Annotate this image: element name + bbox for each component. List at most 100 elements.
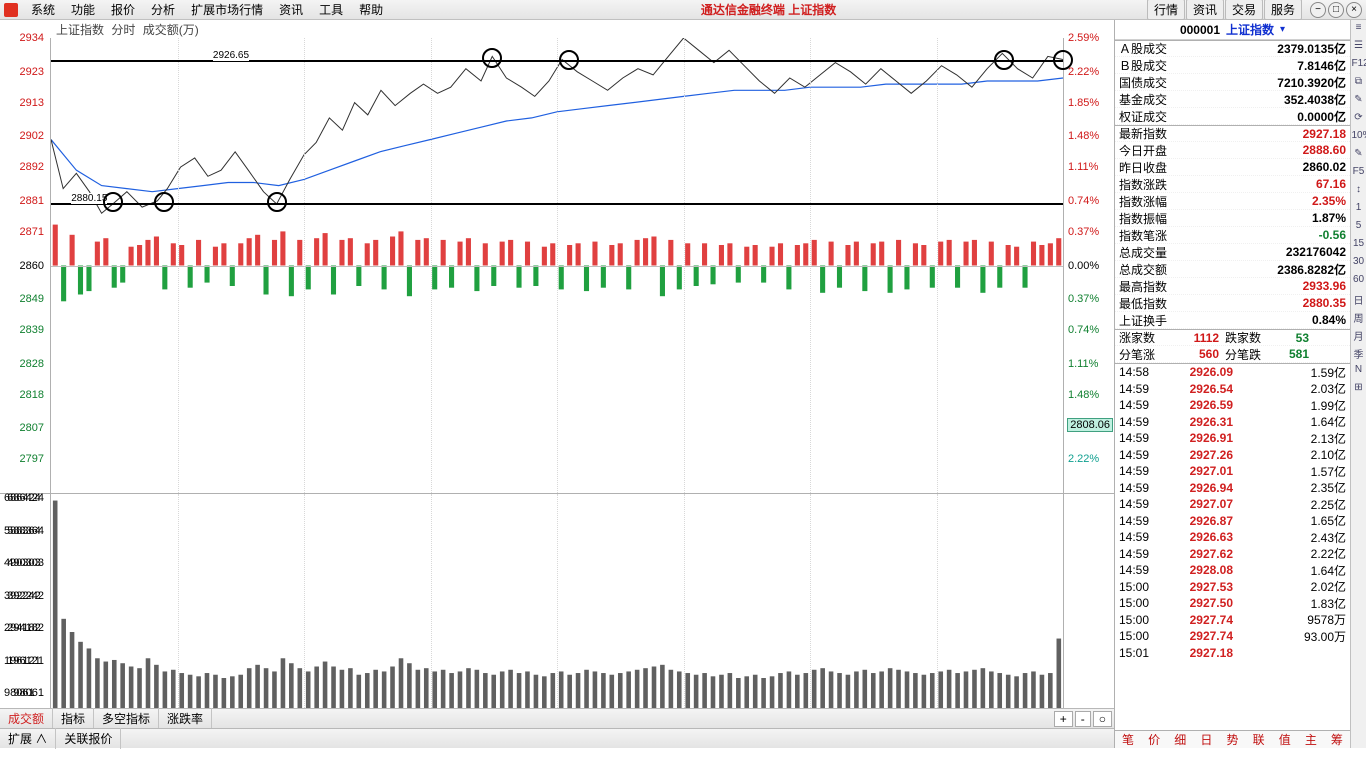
indicator-tab[interactable]: 涨跌率: [159, 708, 212, 729]
close-icon[interactable]: ×: [1346, 2, 1362, 18]
stat-key: 总成交量: [1119, 244, 1179, 261]
rp-bottom-tab[interactable]: 值: [1276, 731, 1294, 748]
rp-bottom-tab[interactable]: 势: [1223, 731, 1241, 748]
side-icon[interactable]: ⧉: [1352, 76, 1366, 90]
rp-bottom-tab[interactable]: 筹: [1328, 731, 1346, 748]
flag-icon: ▾: [1280, 24, 1285, 35]
top-btn-行情[interactable]: 行情: [1147, 0, 1185, 20]
rp-title: 000001 上证指数 ▾: [1115, 20, 1350, 40]
menu-功能[interactable]: 功能: [64, 0, 102, 20]
side-icon[interactable]: 日: [1352, 292, 1366, 306]
stat-value: 2379.0135亿: [1179, 40, 1346, 57]
price-left-tick: 2923: [0, 66, 48, 78]
price-left-tick: 2818: [0, 389, 48, 401]
price-left-tick: 2913: [0, 97, 48, 109]
rp-bottom-tab[interactable]: 日: [1197, 731, 1215, 748]
menu-帮助[interactable]: 帮助: [352, 0, 390, 20]
top-btn-服务[interactable]: 服务: [1264, 0, 1302, 20]
side-icon[interactable]: 季: [1352, 346, 1366, 360]
footer-tab[interactable]: 扩展 ∧: [0, 728, 56, 749]
tick-amount: 93.00万: [1233, 628, 1346, 645]
tick-time: 14:59: [1119, 464, 1163, 478]
rp-ticks[interactable]: 14:582926.091.59亿14:592926.542.03亿14:592…: [1115, 363, 1350, 730]
side-icon[interactable]: ✎: [1352, 94, 1366, 108]
menu-分析[interactable]: 分析: [144, 0, 182, 20]
tick-row: 14:592927.622.22亿: [1115, 546, 1350, 563]
volume-chart[interactable]: 6864245883644903033922422941821961219806…: [0, 493, 1114, 725]
stat-value: 7210.3920亿: [1179, 74, 1346, 91]
rp-bottom-tab[interactable]: 价: [1145, 731, 1163, 748]
tick-price: 2927.07: [1163, 497, 1233, 511]
stat-value: 0.84%: [1179, 313, 1346, 327]
tick-amount: 2.10亿: [1233, 446, 1346, 463]
main-area: 上证指数 分时 成交额(万) 2934292329132902289228812…: [0, 20, 1366, 748]
vol-right-tick: 686424: [0, 492, 48, 504]
menu-扩展市场行情[interactable]: 扩展市场行情: [184, 0, 270, 20]
tick-row: 14:592926.871.65亿: [1115, 513, 1350, 530]
tick-time: 15:00: [1119, 596, 1163, 610]
side-icon[interactable]: 月: [1352, 328, 1366, 342]
stat-value: 232176042: [1179, 245, 1346, 259]
tick-price: 2927.53: [1163, 580, 1233, 594]
stat-row: 最低指数2880.35: [1115, 295, 1350, 312]
plus-button[interactable]: +: [1054, 711, 1073, 727]
price-chart[interactable]: 2934292329132902289228812871286028492839…: [0, 38, 1114, 493]
footer-tab[interactable]: 关联报价: [56, 728, 121, 749]
side-icon[interactable]: 5: [1352, 220, 1366, 234]
side-icon[interactable]: 1: [1352, 202, 1366, 216]
rp-bottom-tab[interactable]: 笔: [1119, 731, 1137, 748]
side-icon[interactable]: ✎: [1352, 148, 1366, 162]
side-icon[interactable]: ☰: [1352, 40, 1366, 54]
price-right-tick: 1.11%: [1064, 161, 1112, 173]
side-icon[interactable]: 30: [1352, 256, 1366, 270]
stat-value: 1.87%: [1179, 211, 1346, 225]
top-btn-资讯[interactable]: 资讯: [1186, 0, 1224, 20]
side-icon[interactable]: ⟳: [1352, 112, 1366, 126]
side-icon[interactable]: F5: [1352, 166, 1366, 180]
side-icon[interactable]: 周: [1352, 310, 1366, 324]
top-btn-交易[interactable]: 交易: [1225, 0, 1263, 20]
app-logo-icon: [4, 3, 18, 17]
rp-bottom-tab[interactable]: 细: [1171, 731, 1189, 748]
stat-row: 指数笔涨-0.56: [1115, 227, 1350, 244]
rp-bottom-tab[interactable]: 联: [1250, 731, 1268, 748]
indicator-tab[interactable]: 指标: [53, 708, 94, 729]
tick-price: 2926.91: [1163, 431, 1233, 445]
side-icon[interactable]: 15: [1352, 238, 1366, 252]
menu-工具[interactable]: 工具: [312, 0, 350, 20]
tick-amount: 9578万: [1233, 611, 1346, 628]
menu-资讯[interactable]: 资讯: [272, 0, 310, 20]
menu-系统[interactable]: 系统: [24, 0, 62, 20]
tick-row: 15:012927.18: [1115, 645, 1350, 662]
maximize-icon[interactable]: □: [1328, 2, 1344, 18]
side-icon[interactable]: ⊞: [1352, 382, 1366, 396]
side-icon[interactable]: F12: [1352, 58, 1366, 72]
tick-price: 2927.50: [1163, 596, 1233, 610]
stat-value: 0.0000亿: [1179, 108, 1346, 125]
price-right-tick: 1.11%: [1064, 358, 1112, 370]
main-menu: 系统功能报价分析扩展市场行情资讯工具帮助: [24, 0, 390, 20]
indicator-tab[interactable]: 多空指标: [94, 708, 159, 729]
side-icon[interactable]: ↕: [1352, 184, 1366, 198]
circle-button[interactable]: ○: [1093, 711, 1112, 727]
rp-bottom-tab[interactable]: 主: [1302, 731, 1320, 748]
side-icon[interactable]: N: [1352, 364, 1366, 378]
indicator-tab[interactable]: 成交额: [0, 708, 53, 729]
stat-row: 指数涨跌67.16: [1115, 176, 1350, 193]
tick-amount: 2.22亿: [1233, 545, 1346, 562]
side-icon[interactable]: 60: [1352, 274, 1366, 288]
tick-time: 14:59: [1119, 547, 1163, 561]
stat-value: -0.56: [1179, 228, 1346, 242]
minimize-icon[interactable]: −: [1310, 2, 1326, 18]
minus-button[interactable]: -: [1075, 711, 1091, 727]
tick-amount: 1.64亿: [1233, 413, 1346, 430]
tick-time: 14:59: [1119, 530, 1163, 544]
tick-amount: 1.83亿: [1233, 595, 1346, 612]
side-icon[interactable]: ≡: [1352, 22, 1366, 36]
tick-price: 2927.74: [1163, 613, 1233, 627]
price-plot[interactable]: 2926.652880.152808.06: [50, 38, 1064, 493]
tick-time: 14:59: [1119, 514, 1163, 528]
side-icon[interactable]: 10%: [1352, 130, 1366, 144]
volume-plot[interactable]: [50, 494, 1064, 725]
menu-报价[interactable]: 报价: [104, 0, 142, 20]
